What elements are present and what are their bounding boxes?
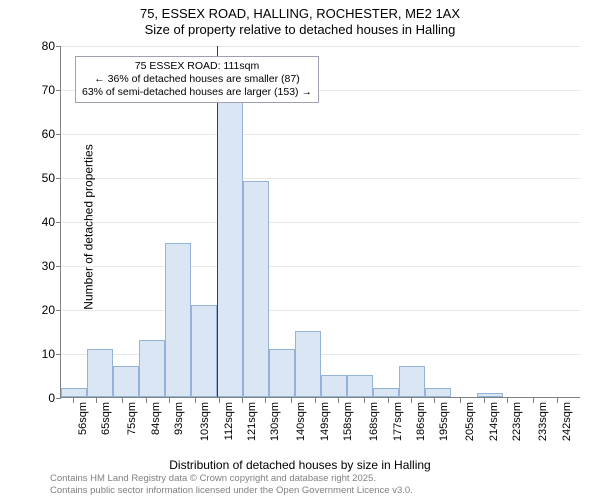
gridline: [61, 178, 580, 179]
attribution-text: Contains HM Land Registry data © Crown c…: [50, 473, 413, 496]
x-tick-label: 75sqm: [126, 402, 138, 446]
x-tick-mark: [507, 398, 508, 403]
y-tick-mark: [56, 398, 61, 399]
attribution-line-1: Contains HM Land Registry data © Crown c…: [50, 473, 413, 484]
x-tick-label: 177sqm: [392, 402, 404, 446]
histogram-bar: [269, 349, 295, 397]
histogram-bar: [347, 375, 373, 397]
x-tick-mark: [265, 398, 266, 403]
x-tick-mark: [73, 398, 74, 403]
x-tick-mark: [484, 398, 485, 403]
x-tick-mark: [122, 398, 123, 403]
x-tick-mark: [364, 398, 365, 403]
x-tick-mark: [219, 398, 220, 403]
histogram-bar: [165, 243, 191, 397]
title-line-2: Size of property relative to detached ho…: [0, 22, 600, 38]
x-tick-mark: [315, 398, 316, 403]
histogram-bar: [399, 366, 425, 397]
y-tick-mark: [56, 222, 61, 223]
x-tick-mark: [388, 398, 389, 403]
x-tick-label: 214sqm: [488, 402, 500, 446]
x-tick-label: 168sqm: [368, 402, 380, 446]
y-tick-mark: [56, 354, 61, 355]
gridline: [61, 134, 580, 135]
y-axis-label: Number of detached properties: [82, 144, 96, 309]
x-tick-mark: [195, 398, 196, 403]
x-tick-label: 233sqm: [537, 402, 549, 446]
histogram-bar: [113, 366, 139, 397]
y-tick-label: 80: [25, 39, 55, 53]
x-tick-label: 140sqm: [295, 402, 307, 446]
y-tick-mark: [56, 310, 61, 311]
histogram-bar: [373, 388, 399, 397]
y-tick-label: 70: [25, 83, 55, 97]
y-tick-label: 30: [25, 259, 55, 273]
x-tick-label: 103sqm: [199, 402, 211, 446]
x-tick-label: 56sqm: [77, 402, 89, 446]
histogram-bar: [295, 331, 321, 397]
x-tick-mark: [169, 398, 170, 403]
y-tick-label: 20: [25, 303, 55, 317]
y-tick-label: 50: [25, 171, 55, 185]
attribution-line-2: Contains public sector information licen…: [50, 485, 413, 496]
histogram-bar: [217, 102, 243, 397]
gridline: [61, 310, 580, 311]
x-tick-label: 195sqm: [438, 402, 450, 446]
x-tick-mark: [146, 398, 147, 403]
x-tick-mark: [557, 398, 558, 403]
x-tick-label: 121sqm: [246, 402, 258, 446]
x-tick-label: 112sqm: [223, 402, 235, 446]
x-tick-label: 186sqm: [415, 402, 427, 446]
y-tick-mark: [56, 90, 61, 91]
annotation-line: 75 ESSEX ROAD: 111sqm: [82, 60, 312, 73]
y-tick-label: 10: [25, 347, 55, 361]
x-tick-label: 130sqm: [269, 402, 281, 446]
x-tick-label: 149sqm: [319, 402, 331, 446]
x-tick-label: 65sqm: [100, 402, 112, 446]
histogram-bar: [477, 393, 503, 397]
x-tick-label: 84sqm: [150, 402, 162, 446]
title-line-1: 75, ESSEX ROAD, HALLING, ROCHESTER, ME2 …: [0, 6, 600, 22]
x-tick-mark: [460, 398, 461, 403]
histogram-bar: [425, 388, 451, 397]
y-tick-label: 0: [25, 391, 55, 405]
x-tick-label: 93sqm: [173, 402, 185, 446]
histogram-bar: [61, 388, 87, 397]
x-tick-mark: [338, 398, 339, 403]
chart-container: 75, ESSEX ROAD, HALLING, ROCHESTER, ME2 …: [0, 0, 600, 500]
x-tick-mark: [411, 398, 412, 403]
gridline: [61, 46, 580, 47]
annotation-line: 63% of semi-detached houses are larger (…: [82, 86, 312, 99]
histogram-bar: [191, 305, 217, 397]
histogram-bar: [321, 375, 347, 397]
y-tick-label: 60: [25, 127, 55, 141]
annotation-box: 75 ESSEX ROAD: 111sqm← 36% of detached h…: [75, 56, 319, 103]
x-tick-mark: [96, 398, 97, 403]
x-axis-label: Distribution of detached houses by size …: [0, 458, 600, 472]
chart-title: 75, ESSEX ROAD, HALLING, ROCHESTER, ME2 …: [0, 0, 600, 37]
gridline: [61, 222, 580, 223]
y-tick-mark: [56, 134, 61, 135]
x-tick-mark: [242, 398, 243, 403]
y-tick-mark: [56, 266, 61, 267]
y-tick-mark: [56, 46, 61, 47]
x-tick-label: 205sqm: [464, 402, 476, 446]
gridline: [61, 266, 580, 267]
y-tick-label: 40: [25, 215, 55, 229]
annotation-line: ← 36% of detached houses are smaller (87…: [82, 73, 312, 86]
y-tick-mark: [56, 178, 61, 179]
histogram-bar: [87, 349, 113, 397]
x-tick-label: 223sqm: [511, 402, 523, 446]
histogram-bar: [139, 340, 165, 397]
histogram-bar: [243, 181, 269, 397]
x-tick-mark: [291, 398, 292, 403]
x-tick-mark: [434, 398, 435, 403]
x-tick-label: 158sqm: [342, 402, 354, 446]
x-tick-label: 242sqm: [561, 402, 573, 446]
x-tick-mark: [533, 398, 534, 403]
